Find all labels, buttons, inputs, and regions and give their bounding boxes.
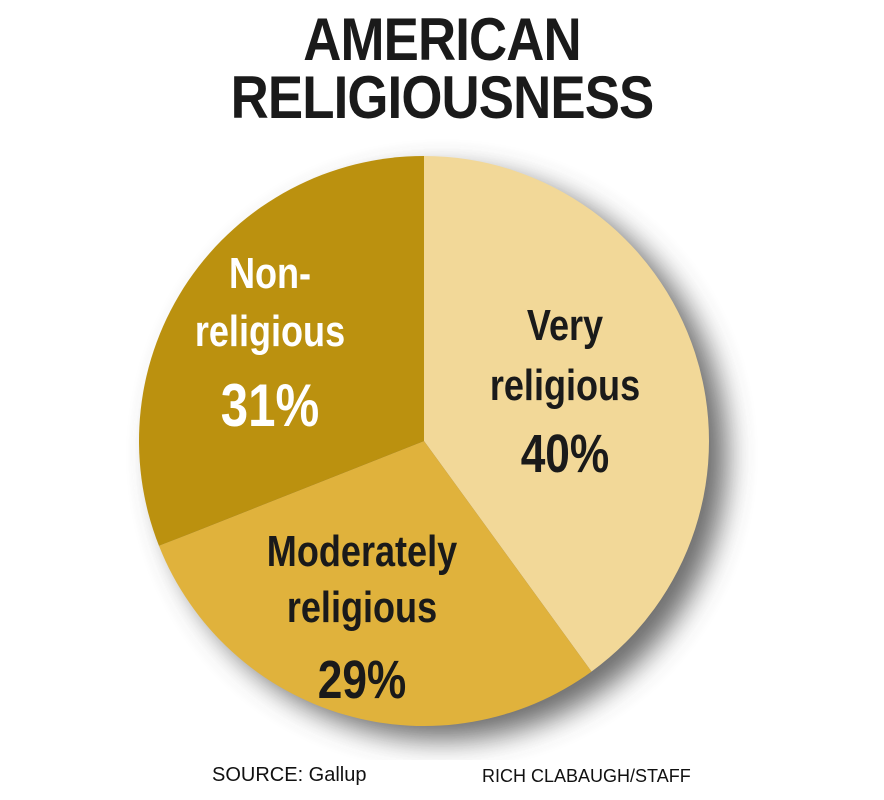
source-note: SOURCE: Gallup [212, 764, 367, 786]
slice-value-label-1: 40% [521, 424, 610, 484]
slice-value-label-2: 29% [318, 650, 407, 710]
slice-label-3-line-1: Non- [229, 249, 311, 298]
slice-value-label-3: 31% [221, 371, 319, 439]
pie-slices [138, 156, 709, 726]
slice-label-2-line-2: religious [287, 583, 437, 632]
chart-title-line-1: AMERICAN [303, 6, 581, 73]
pie-chart: Very religious 40% Moderately religious 29% No… [138, 156, 727, 740]
slice-label-2-line-1: Moderately [267, 527, 458, 576]
credit-note: RICH CLABAUGH/STAFF [482, 766, 691, 786]
chart-title-line-2: RELIGIOUSNESS [230, 64, 655, 131]
pie-slice-moderately-religious [159, 441, 592, 726]
pie-labels: Very religious 40% Moderately religious 29% No… [195, 249, 640, 710]
slice-label-3-line-2: religious [195, 307, 345, 356]
pie-slice-very-religious [424, 156, 709, 672]
slice-label-1-line-2: religious [490, 361, 640, 410]
pie-slice-non-religious [138, 156, 424, 546]
slice-label-1-line-1: Very [527, 301, 604, 350]
